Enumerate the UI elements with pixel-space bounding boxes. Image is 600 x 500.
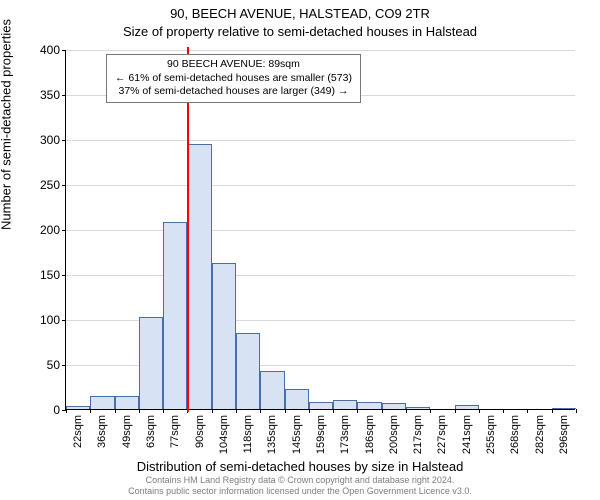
histogram-bar: [236, 333, 260, 410]
x-tick-mark: [479, 409, 480, 413]
y-tick-label: 50: [47, 358, 66, 372]
histogram-bar: [285, 389, 309, 409]
x-tick-label: 227sqm: [436, 415, 448, 454]
x-tick-label: 77sqm: [169, 415, 181, 448]
chart-footer: Contains HM Land Registry data © Crown c…: [0, 475, 600, 497]
histogram-bar: [309, 402, 333, 409]
histogram-bar: [357, 402, 381, 409]
y-axis-label: Number of semi-detached properties: [0, 19, 14, 230]
x-tick-label: 49sqm: [121, 415, 133, 448]
x-tick-label: 268sqm: [509, 415, 521, 454]
x-tick-label: 135sqm: [266, 415, 278, 454]
highlight-info-box: 90 BEECH AVENUE: 89sqm ← 61% of semi-det…: [106, 54, 361, 103]
histogram-bar: [163, 222, 187, 409]
histogram-bar: [552, 408, 576, 409]
x-tick-label: 36sqm: [96, 415, 108, 448]
x-tick-mark: [503, 409, 504, 413]
x-tick-mark: [236, 409, 237, 413]
y-tick-label: 400: [40, 43, 66, 57]
chart-title-sub: Size of property relative to semi-detach…: [0, 24, 600, 39]
x-tick-label: 282sqm: [534, 415, 546, 454]
y-tick-label: 250: [40, 178, 66, 192]
x-tick-mark: [309, 409, 310, 413]
x-tick-mark: [212, 409, 213, 413]
chart-container: 90, BEECH AVENUE, HALSTEAD, CO9 2TR Size…: [0, 0, 600, 500]
x-tick-mark: [527, 409, 528, 413]
histogram-bar: [115, 396, 139, 409]
x-tick-label: 200sqm: [388, 415, 400, 454]
x-tick-mark: [139, 409, 140, 413]
x-tick-label: 296sqm: [558, 415, 570, 454]
histogram-bar: [406, 407, 430, 409]
x-tick-label: 63sqm: [145, 415, 157, 448]
y-tick-label: 300: [40, 133, 66, 147]
x-tick-label: 241sqm: [461, 415, 473, 454]
histogram-bar: [260, 371, 284, 409]
x-tick-label: 22sqm: [72, 415, 84, 448]
x-tick-label: 145sqm: [291, 415, 303, 454]
x-tick-label: 90sqm: [194, 415, 206, 448]
x-tick-mark: [90, 409, 91, 413]
histogram-bar: [66, 406, 90, 409]
x-tick-mark: [66, 409, 67, 413]
x-tick-mark: [382, 409, 383, 413]
x-tick-label: 173sqm: [339, 415, 351, 454]
histogram-bar: [212, 263, 236, 409]
x-tick-mark: [163, 409, 164, 413]
x-tick-mark: [357, 409, 358, 413]
chart-title-main: 90, BEECH AVENUE, HALSTEAD, CO9 2TR: [0, 6, 600, 21]
y-tick-label: 0: [53, 403, 66, 417]
x-tick-mark: [455, 409, 456, 413]
x-tick-label: 217sqm: [412, 415, 424, 454]
x-tick-mark: [552, 409, 553, 413]
x-tick-label: 186sqm: [364, 415, 376, 454]
x-tick-mark: [115, 409, 116, 413]
x-tick-mark: [406, 409, 407, 413]
plot-area: 90 BEECH AVENUE: 89sqm ← 61% of semi-det…: [65, 50, 575, 410]
footer-line2: Contains public sector information licen…: [0, 486, 600, 497]
info-box-line1: 90 BEECH AVENUE: 89sqm: [115, 58, 352, 72]
y-tick-label: 100: [40, 313, 66, 327]
x-axis-label: Distribution of semi-detached houses by …: [0, 459, 600, 474]
y-tick-label: 350: [40, 88, 66, 102]
x-tick-mark: [430, 409, 431, 413]
bars-group: [66, 50, 575, 409]
histogram-bar: [187, 144, 211, 410]
x-tick-mark: [333, 409, 334, 413]
info-box-line3: 37% of semi-detached houses are larger (…: [115, 85, 352, 99]
x-tick-mark: [260, 409, 261, 413]
x-tick-label: 159sqm: [315, 415, 327, 454]
histogram-bar: [90, 396, 114, 409]
footer-line1: Contains HM Land Registry data © Crown c…: [0, 475, 600, 486]
histogram-bar: [382, 403, 406, 409]
y-tick-label: 200: [40, 223, 66, 237]
histogram-bar: [455, 405, 479, 409]
x-tick-label: 255sqm: [485, 415, 497, 454]
histogram-bar: [139, 317, 163, 409]
x-tick-mark: [285, 409, 286, 413]
x-tick-label: 118sqm: [242, 415, 254, 453]
x-tick-mark: [576, 409, 577, 413]
y-tick-label: 150: [40, 268, 66, 282]
x-tick-label: 104sqm: [218, 415, 230, 454]
histogram-bar: [333, 400, 357, 409]
info-box-line2: ← 61% of semi-detached houses are smalle…: [115, 72, 352, 86]
